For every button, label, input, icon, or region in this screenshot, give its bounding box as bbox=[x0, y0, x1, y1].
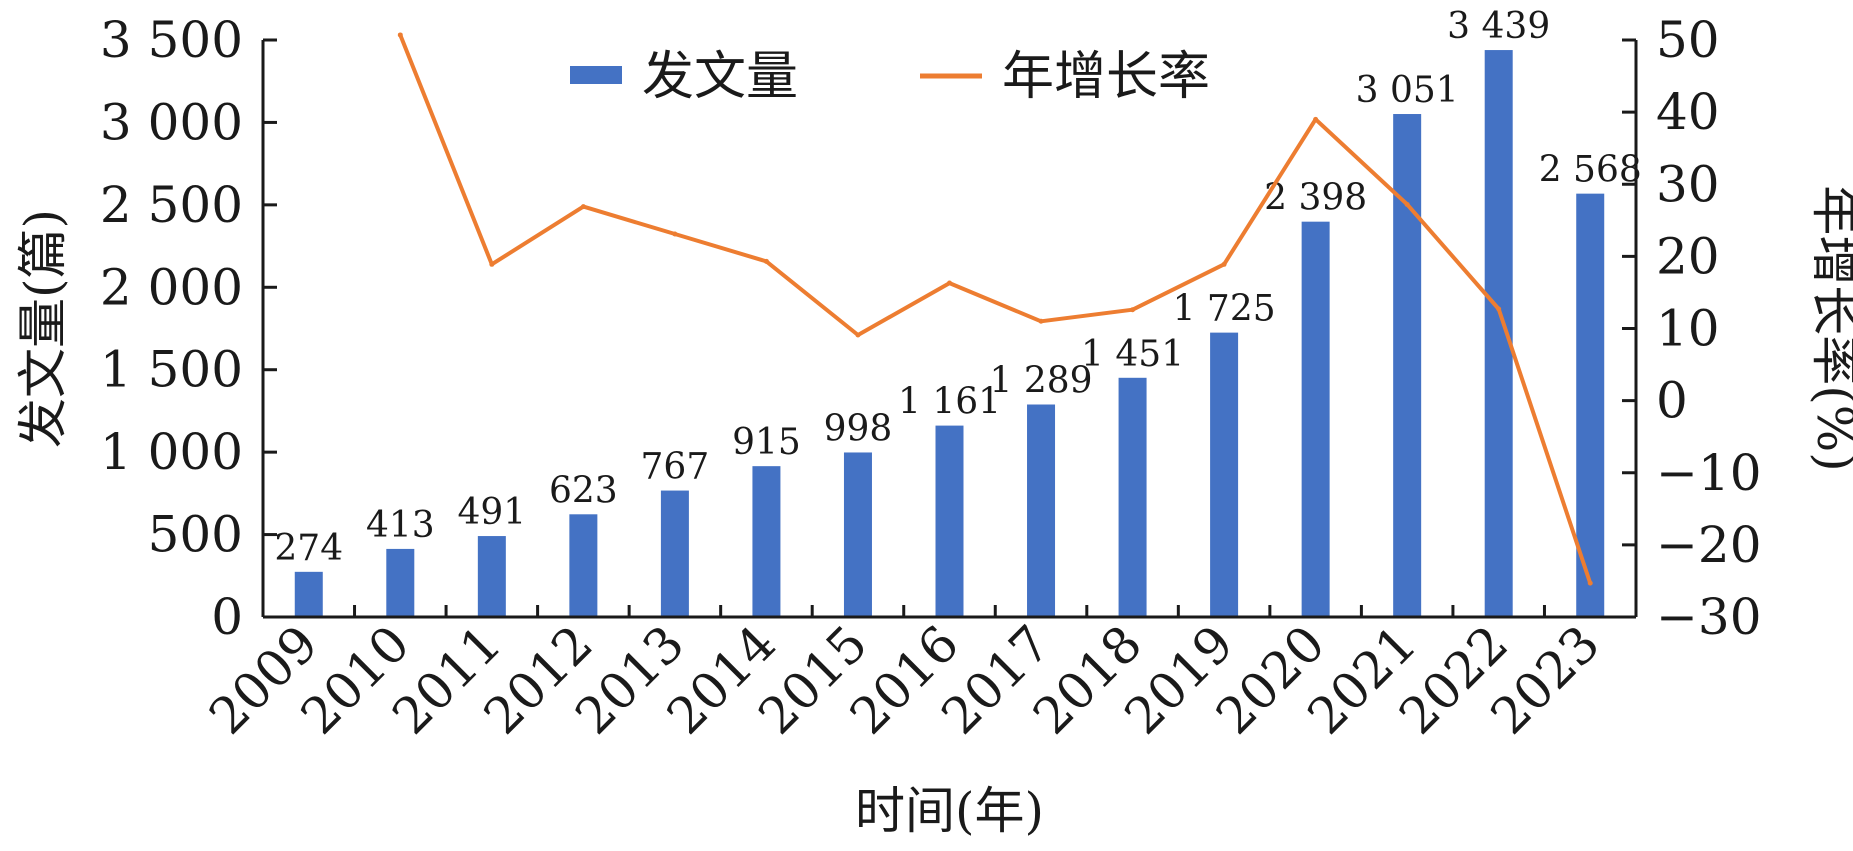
legend-label-line: 年增长率 bbox=[1002, 47, 1210, 107]
bar-value-label-2011: 491 bbox=[457, 492, 526, 533]
right-tick-label-10: 10 bbox=[1656, 300, 1720, 358]
growth-rate-point-2014 bbox=[763, 258, 769, 264]
growth-rate-point-2012 bbox=[580, 204, 586, 210]
right-tick-label-50: 50 bbox=[1656, 11, 1720, 69]
growth-rate-point-2016 bbox=[947, 280, 952, 286]
bar-value-label-2017: 1 289 bbox=[990, 360, 1093, 401]
right-tick-label--10: −10 bbox=[1656, 444, 1762, 502]
growth-rate-point-2018 bbox=[1130, 307, 1136, 313]
x-tick-label-2020: 2020 bbox=[1205, 614, 1336, 745]
x-tick-label-2015: 2015 bbox=[747, 614, 878, 745]
growth-rate-point-2022 bbox=[1496, 306, 1502, 312]
bar-2018 bbox=[1118, 377, 1147, 617]
left-tick-label-3000: 3 000 bbox=[100, 93, 243, 151]
left-tick-label-1000: 1 000 bbox=[100, 423, 243, 481]
bar-2012 bbox=[569, 514, 598, 617]
bar-value-label-2020: 2 398 bbox=[1264, 178, 1367, 219]
bar-value-label-2016: 1 161 bbox=[898, 382, 1001, 423]
growth-rate-point-2023 bbox=[1587, 580, 1593, 586]
growth-rate-point-2020 bbox=[1313, 116, 1319, 122]
right-tick-label-20: 20 bbox=[1656, 227, 1720, 285]
growth-rate-point-2013 bbox=[672, 231, 678, 237]
left-tick-label-1500: 1 500 bbox=[100, 341, 243, 399]
x-tick-label-2021: 2021 bbox=[1297, 614, 1428, 745]
bar-value-label-2009: 274 bbox=[274, 528, 343, 569]
bar-value-label-2015: 998 bbox=[824, 408, 893, 449]
left-tick-label-0: 0 bbox=[211, 588, 243, 646]
y-axis-title: 发文量(篇) bbox=[14, 209, 72, 448]
x-tick-label-2012: 2012 bbox=[473, 614, 604, 745]
growth-rate-point-2017 bbox=[1038, 318, 1044, 324]
x-tick-label-2023: 2023 bbox=[1480, 614, 1611, 745]
growth-rate-point-2021 bbox=[1404, 201, 1410, 207]
bar-2017 bbox=[1027, 404, 1056, 617]
bar-value-label-2021: 3 051 bbox=[1356, 70, 1459, 111]
left-tick-label-500: 500 bbox=[148, 506, 243, 564]
x-tick-label-2022: 2022 bbox=[1388, 614, 1519, 745]
x-tick-label-2018: 2018 bbox=[1022, 614, 1153, 745]
bar-2009 bbox=[294, 571, 323, 617]
x-tick-label-2017: 2017 bbox=[931, 614, 1062, 745]
left-tick-label-2500: 2 500 bbox=[100, 176, 243, 234]
bar-value-label-2022: 3 439 bbox=[1447, 6, 1550, 47]
legend-label-bar: 发文量 bbox=[642, 47, 798, 107]
x-tick-label-2019: 2019 bbox=[1114, 614, 1245, 745]
left-tick-label-2000: 2 000 bbox=[100, 258, 243, 316]
x-tick-label-2014: 2014 bbox=[656, 614, 787, 745]
bar-value-label-2018: 1 451 bbox=[1081, 334, 1184, 375]
bar-value-label-2013: 767 bbox=[641, 447, 710, 488]
bar-2023 bbox=[1576, 193, 1605, 617]
bar-2013 bbox=[660, 490, 689, 617]
bar-2015 bbox=[843, 452, 872, 617]
bar-2016 bbox=[935, 425, 964, 617]
bar-2019 bbox=[1210, 332, 1239, 617]
bar-value-label-2014: 915 bbox=[732, 422, 801, 463]
growth-rate-point-2011 bbox=[489, 261, 495, 267]
bar-2020 bbox=[1301, 221, 1330, 617]
x-axis-title: 时间(年) bbox=[855, 782, 1044, 840]
left-tick-label-3500: 3 500 bbox=[100, 11, 243, 69]
growth-rate-point-2010 bbox=[397, 32, 403, 38]
legend-swatch-bar bbox=[570, 66, 622, 84]
growth-rate-point-2019 bbox=[1221, 261, 1227, 267]
right-tick-label-30: 30 bbox=[1656, 155, 1720, 213]
growth-rate-line bbox=[398, 34, 1593, 584]
bar-value-label-2019: 1 725 bbox=[1173, 289, 1276, 330]
bar-value-label-2012: 623 bbox=[549, 470, 618, 511]
bar-2021 bbox=[1393, 114, 1422, 617]
y2-axis-title: 年增长率(%) bbox=[1806, 185, 1853, 472]
x-tick-label-2011: 2011 bbox=[381, 614, 512, 745]
x-tick-label-2013: 2013 bbox=[564, 614, 695, 745]
x-tick-label-2016: 2016 bbox=[839, 614, 970, 745]
right-tick-label-40: 40 bbox=[1656, 83, 1720, 141]
bar-2010 bbox=[386, 548, 415, 617]
growth-rate-point-2015 bbox=[855, 332, 861, 338]
right-tick-label-0: 0 bbox=[1656, 372, 1688, 430]
right-tick-label--20: −20 bbox=[1656, 516, 1762, 574]
x-tick-label-2010: 2010 bbox=[290, 614, 421, 745]
bar-value-label-2010: 413 bbox=[366, 505, 435, 546]
bar-2014 bbox=[752, 466, 781, 617]
right-tick-label--30: −30 bbox=[1656, 588, 1762, 646]
bar-2011 bbox=[477, 536, 506, 617]
